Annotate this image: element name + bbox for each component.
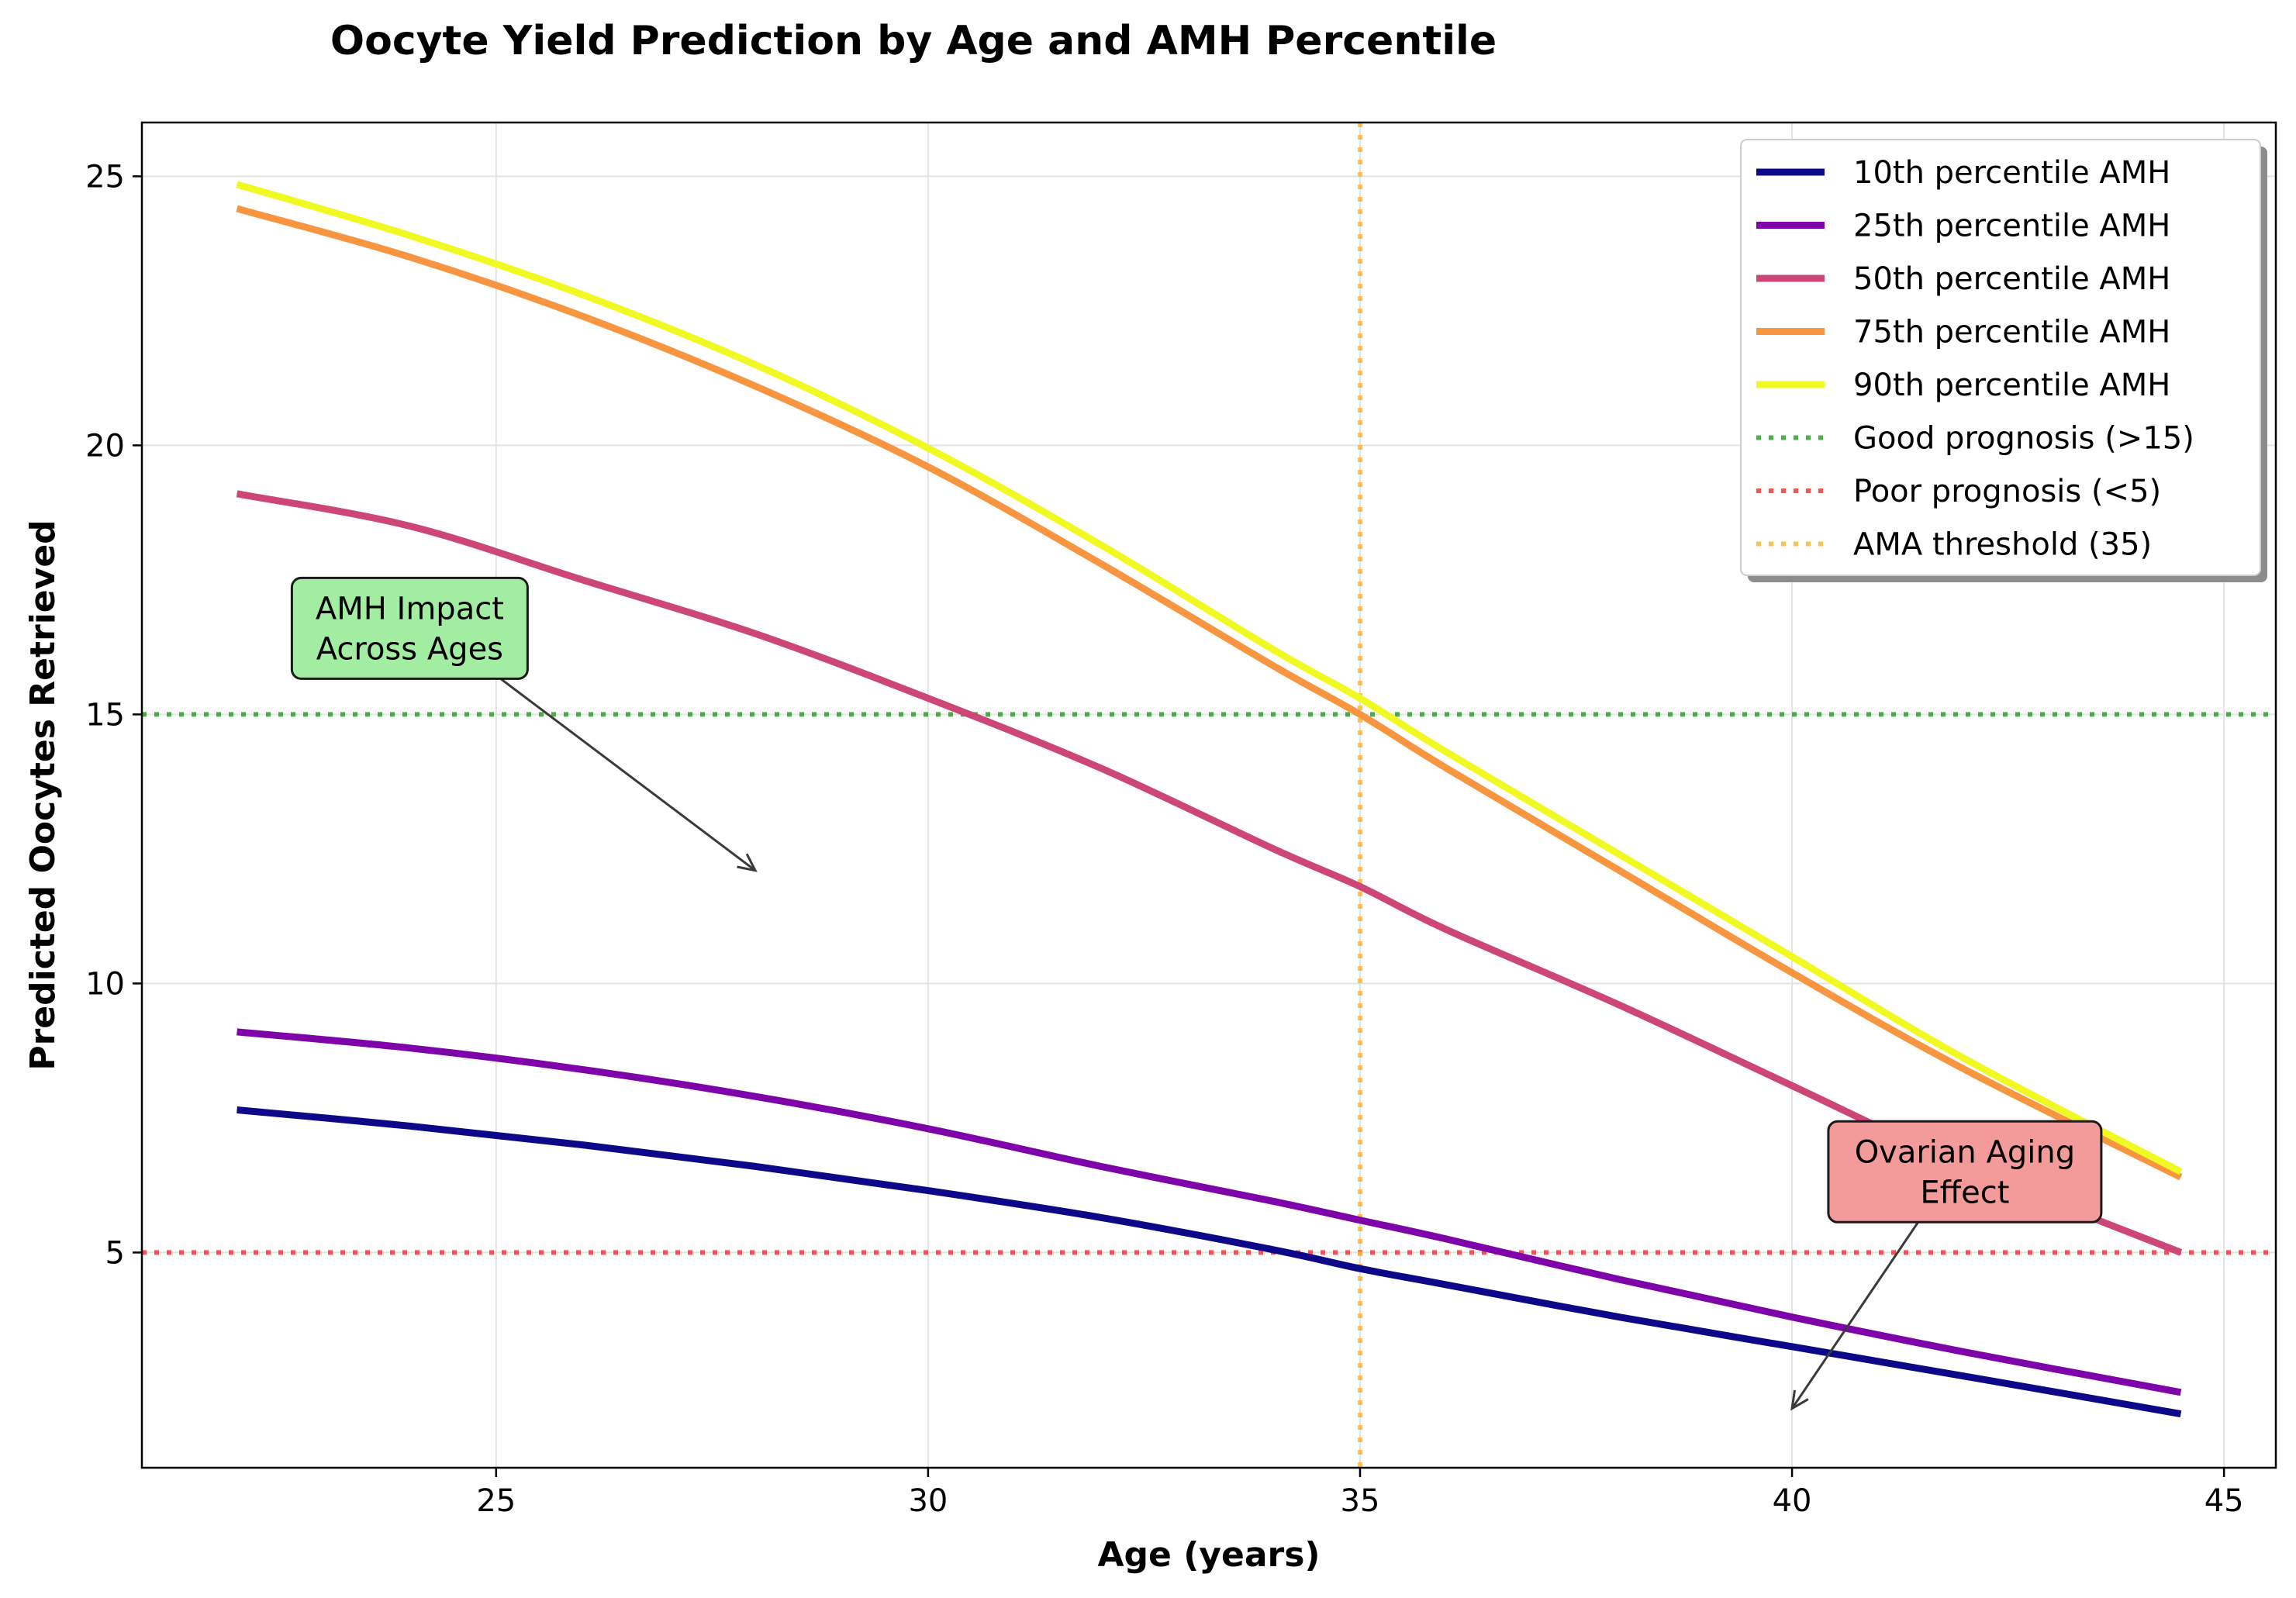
series-line-10th-percentile-amh bbox=[237, 1106, 2182, 1418]
annotation-text: Across Ages bbox=[316, 631, 503, 667]
annotations: AMH Impact Across Ages Ovarian Aging Effect bbox=[290, 576, 2103, 1411]
reference-lines bbox=[142, 123, 2276, 1468]
legend-entry-75th-percentile-amh: 75th percentile AMH bbox=[1756, 315, 2170, 350]
x-tick-label: 35 bbox=[1341, 1483, 1380, 1519]
x-tick-label: 40 bbox=[1773, 1483, 1812, 1519]
x-axis-label: Age (years) bbox=[1097, 1535, 1320, 1575]
legend-entry-good-prognosis-15: Good prognosis (>15) bbox=[1756, 421, 2194, 457]
legend-label: 50th percentile AMH bbox=[1853, 261, 2170, 297]
axis-ticks: 25 30 35 40 45 5 10 15 20 25 bbox=[85, 159, 2244, 1519]
x-tick-label: 25 bbox=[476, 1483, 516, 1519]
y-tick-label: 10 bbox=[85, 966, 125, 1002]
series-line-25th-percentile-amh bbox=[237, 1028, 2182, 1396]
legend-entry-poor-prognosis-5: Poor prognosis (<5) bbox=[1756, 474, 2161, 509]
series-line-50th-percentile-amh bbox=[236, 490, 2183, 1256]
y-axis-label: Predicted Oocytes Retrieved bbox=[23, 519, 63, 1070]
y-tick-label: 5 bbox=[105, 1235, 125, 1271]
series-lines bbox=[236, 181, 2183, 1418]
y-tick-label: 25 bbox=[85, 159, 125, 195]
annotation-arrow bbox=[1790, 1221, 1919, 1410]
x-tick-label: 30 bbox=[908, 1483, 948, 1519]
legend: 10th percentile AMH 25th percentile AMH 50… bbox=[1740, 139, 2267, 582]
legend-entry-ama-threshold-35: AMA threshold (35) bbox=[1756, 527, 2152, 563]
legend-label: AMA threshold (35) bbox=[1853, 527, 2152, 563]
chart-title: Oocyte Yield Prediction by Age and AMH P… bbox=[330, 18, 1497, 64]
series-line-90th-percentile-amh bbox=[236, 181, 2183, 1175]
legend-entry-25th-percentile-amh: 25th percentile AMH bbox=[1756, 209, 2170, 244]
legend-box bbox=[1740, 139, 2261, 576]
legend-label: Good prognosis (>15) bbox=[1853, 421, 2194, 457]
annotation-text: AMH Impact bbox=[316, 591, 504, 626]
legend-label: 10th percentile AMH bbox=[1853, 155, 2170, 191]
annotation-box bbox=[290, 576, 529, 680]
y-tick-label: 20 bbox=[85, 428, 125, 464]
legend-label: 75th percentile AMH bbox=[1853, 315, 2170, 350]
legend-label: Poor prognosis (<5) bbox=[1853, 474, 2161, 509]
legend-entry-10th-percentile-amh: 10th percentile AMH bbox=[1756, 155, 2170, 191]
annotation-arrow bbox=[499, 678, 756, 871]
x-tick-label: 45 bbox=[2205, 1483, 2244, 1519]
y-tick-label: 15 bbox=[85, 697, 125, 733]
legend-entry-90th-percentile-amh: 90th percentile AMH bbox=[1756, 368, 2170, 403]
annotation-text: Effect bbox=[1920, 1175, 2009, 1210]
annotation-arrowhead bbox=[737, 853, 758, 872]
series-line-75th-percentile-amh bbox=[236, 205, 2183, 1181]
annotation-amh-impact-across-ages: AMH Impact Across Ages bbox=[290, 576, 758, 872]
legend-label: 25th percentile AMH bbox=[1853, 209, 2170, 244]
annotation-ovarian-aging-effect: Ovarian Aging Effect bbox=[1790, 1120, 2103, 1411]
plot-frame bbox=[140, 121, 2277, 1469]
annotation-box bbox=[1827, 1120, 2103, 1224]
legend-label: 90th percentile AMH bbox=[1853, 368, 2170, 403]
annotation-arrowhead bbox=[1790, 1389, 1809, 1411]
legend-entry-50th-percentile-amh: 50th percentile AMH bbox=[1756, 261, 2170, 297]
annotation-text: Ovarian Aging bbox=[1855, 1134, 2075, 1170]
